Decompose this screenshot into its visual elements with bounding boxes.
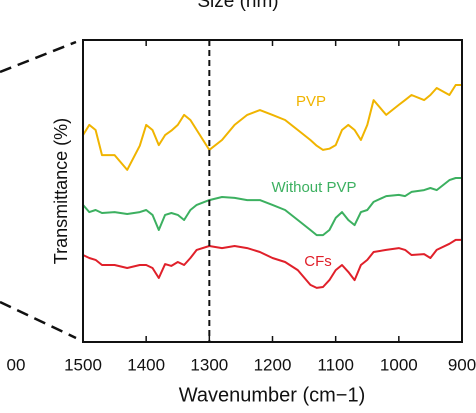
left-fragment: 00	[7, 355, 26, 374]
plot-frame	[82, 39, 463, 343]
series-line	[82, 177, 462, 237]
series-line	[82, 84, 462, 171]
x-tick-label: 1200	[254, 355, 292, 374]
x-tick-label: 1100	[317, 355, 354, 374]
x-tick-label: 1000	[380, 355, 418, 374]
series-label: Without PVP	[271, 179, 356, 196]
x-tick-label: 1300	[190, 355, 228, 374]
zoom-guide	[0, 40, 77, 74]
x-tick-label: 900	[448, 355, 476, 374]
series-label: CFs	[304, 253, 332, 270]
series-label: PVP	[296, 93, 326, 110]
top-fragment: Size (nm)	[197, 0, 278, 12]
x-axis-label: Wavenumber (cm−1)	[179, 384, 366, 406]
x-tick-label: 1500	[64, 355, 102, 374]
zoom-guide	[0, 300, 77, 340]
y-axis-label: Transmittance (%)	[51, 118, 71, 264]
series-line	[82, 238, 462, 289]
x-tick-label: 1400	[127, 355, 165, 374]
